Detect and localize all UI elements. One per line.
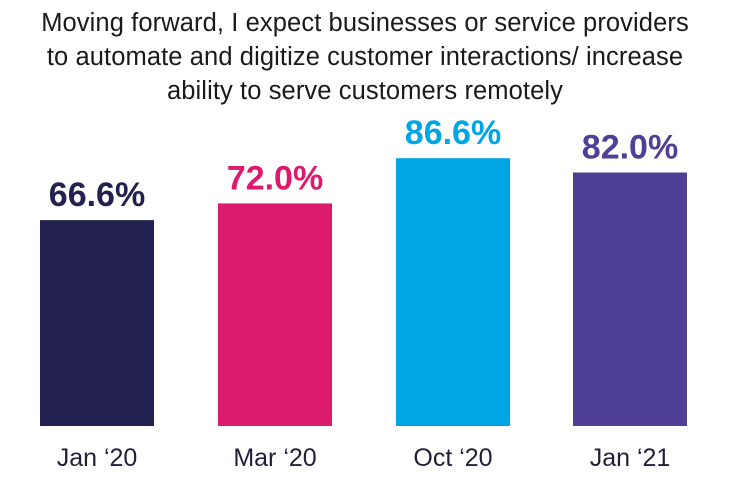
value-label-2: 72.0% xyxy=(227,159,323,197)
x-tick-label-2: Mar ‘20 xyxy=(233,444,316,472)
x-tick-label-1: Jan ‘20 xyxy=(57,444,138,472)
x-tick-label-4: Jan ‘21 xyxy=(590,444,671,472)
chart-title-line-3: ability to serve customers remotely xyxy=(166,77,564,105)
chart-title: Moving forward, I expect businesses or s… xyxy=(0,6,730,108)
bar-3 xyxy=(396,158,510,426)
bar-2 xyxy=(218,203,332,426)
bar-4 xyxy=(573,172,687,426)
value-label-4: 82.0% xyxy=(582,129,678,167)
chart-title-line-2: to automate and digitize customer intera… xyxy=(46,43,684,71)
bar-1 xyxy=(40,220,154,426)
value-label-3: 86.6% xyxy=(405,114,501,152)
x-tick-label-3: Oct ‘20 xyxy=(413,444,492,472)
chart-title-line-1: Moving forward, I expect businesses or s… xyxy=(41,9,689,37)
value-label-1: 66.6% xyxy=(49,176,145,214)
